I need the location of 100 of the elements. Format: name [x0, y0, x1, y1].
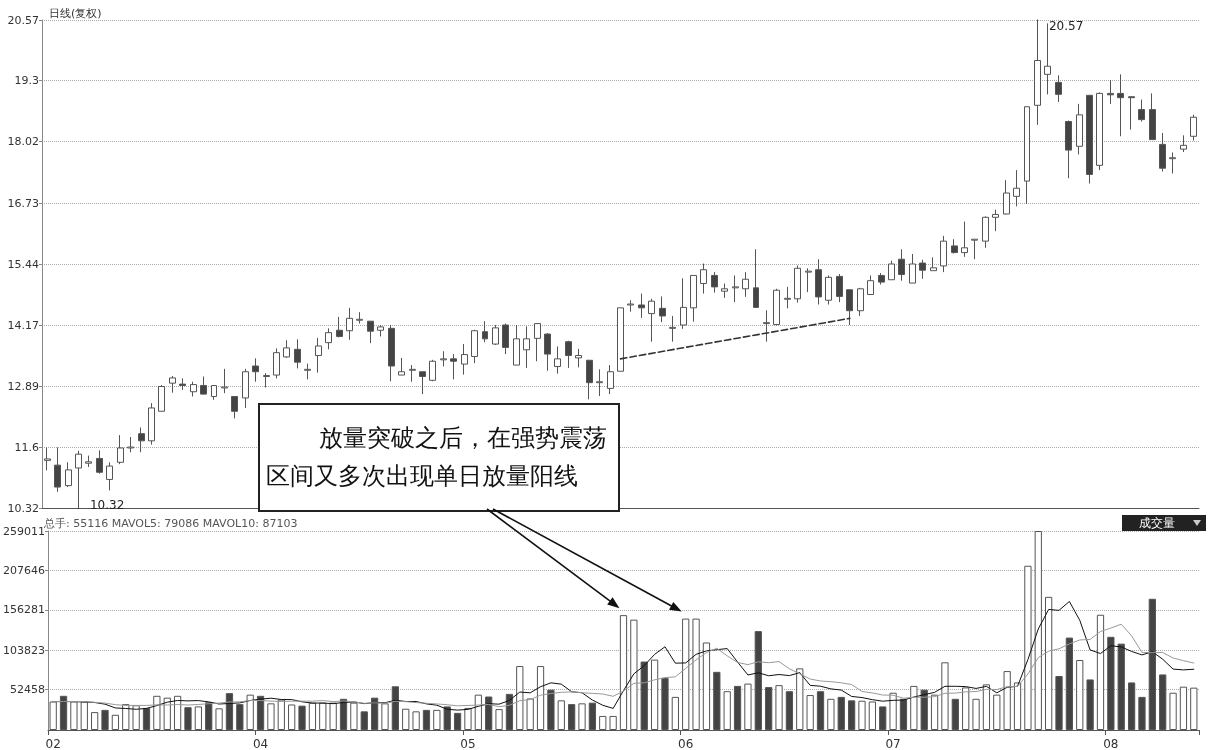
x-tick-label: 04	[252, 737, 269, 750]
candlestick	[753, 248, 759, 308]
candlestick	[784, 286, 791, 309]
x-tick-label: 08	[1103, 737, 1119, 750]
candlestick	[648, 298, 655, 343]
candlestick	[482, 320, 488, 343]
y-tick-label: 16.73	[7, 196, 39, 210]
candlestick	[273, 347, 280, 379]
candlestick	[878, 272, 885, 285]
y-tick-label: 12.89	[7, 379, 39, 393]
candlestick	[1138, 99, 1145, 123]
candlestick	[492, 324, 499, 346]
candlestick	[815, 258, 822, 306]
candlestick	[1107, 79, 1114, 105]
y-tick-label: 19.3	[14, 74, 39, 88]
candlestick	[96, 449, 103, 475]
candlestick	[1128, 96, 1135, 131]
candlestick	[554, 345, 561, 375]
candlestick	[523, 325, 530, 369]
candlestick	[982, 215, 989, 249]
x-tick-label: 06	[678, 737, 694, 750]
candlestick	[930, 256, 937, 272]
candlestick	[919, 259, 926, 280]
candlestick	[221, 368, 228, 394]
candlestick	[638, 293, 645, 319]
y-tick-label: 11.6	[14, 441, 39, 454]
candlestick	[888, 260, 895, 281]
y-tick-label: 103823	[2, 643, 45, 657]
candlestick	[419, 371, 426, 395]
candlestick	[179, 377, 186, 391]
y-tick-label: 207646	[2, 563, 45, 577]
candlestick	[575, 348, 582, 368]
candlestick	[951, 238, 958, 255]
candlestick	[44, 447, 51, 471]
candlestick	[898, 248, 905, 282]
y-tick-label: 15.44	[7, 257, 39, 271]
candlestick	[388, 324, 395, 382]
candlestick	[732, 274, 739, 303]
candlestick	[440, 350, 447, 367]
candlestick	[1055, 74, 1062, 103]
candlestick	[1034, 19, 1041, 126]
candlestick	[54, 447, 61, 493]
candlestick	[1003, 179, 1010, 215]
candlestick	[1076, 103, 1083, 155]
candlestick	[346, 307, 353, 341]
candlestick	[513, 324, 520, 366]
candlestick	[190, 381, 197, 397]
annotation: 放量突破之后，在强势震荡区间又多次出现单日放量阳线	[266, 423, 608, 492]
candlestick	[263, 372, 270, 388]
candlestick	[1169, 151, 1176, 174]
candlestick	[680, 277, 687, 330]
candlestick	[148, 402, 155, 446]
candlestick	[721, 283, 728, 299]
candlestick	[1086, 94, 1093, 184]
candlestick	[211, 384, 217, 401]
candlestick	[117, 434, 124, 465]
candlestick	[805, 267, 812, 293]
candlestick	[617, 307, 624, 372]
annotation: 10.32	[89, 497, 125, 512]
x-tick-label: 07	[885, 737, 901, 750]
y-tick-label: 14.17	[7, 318, 39, 332]
line-series	[52, 623, 1195, 708]
candlestick	[450, 353, 457, 380]
candlestick	[565, 340, 572, 369]
annotation: 20.57	[1048, 19, 1084, 33]
y-tick-label: 259011	[2, 524, 45, 538]
candlestick	[1044, 22, 1051, 95]
candlestick	[867, 274, 874, 296]
candlestick	[940, 235, 947, 273]
candlestick	[596, 368, 603, 397]
candlestick	[1190, 114, 1197, 142]
candlestick	[283, 339, 290, 359]
candlestick	[1117, 73, 1124, 137]
candlestick	[846, 289, 853, 326]
y-tick-label: 18.02	[7, 135, 39, 149]
candlestick	[429, 359, 436, 382]
candlestick	[586, 359, 593, 400]
text: 总手: 55116 MAVOL5: 79086 MAVOL10: 87103	[44, 516, 298, 531]
candlestick	[690, 274, 697, 323]
x-tick-label: 02	[45, 737, 61, 750]
candlestick	[992, 209, 999, 232]
candlestick	[158, 384, 165, 412]
candlestick	[1159, 132, 1166, 173]
y-tick-label: 10.32	[7, 502, 39, 515]
candlestick	[294, 338, 301, 369]
candlestick	[398, 357, 405, 376]
candlestick	[1024, 106, 1030, 205]
candlestick	[607, 364, 614, 395]
candlestick	[85, 455, 92, 468]
candlestick	[857, 287, 864, 317]
candlestick	[1065, 120, 1072, 179]
candlestick	[909, 253, 916, 284]
candlestick	[252, 357, 259, 383]
chart-title: 日线(复权)	[49, 7, 102, 20]
candlestick	[242, 368, 249, 409]
candlestick	[1013, 169, 1020, 207]
candlestick	[669, 315, 676, 343]
x-tick-label: 05	[460, 737, 476, 750]
candlestick	[700, 263, 707, 295]
candlestick	[65, 461, 72, 488]
